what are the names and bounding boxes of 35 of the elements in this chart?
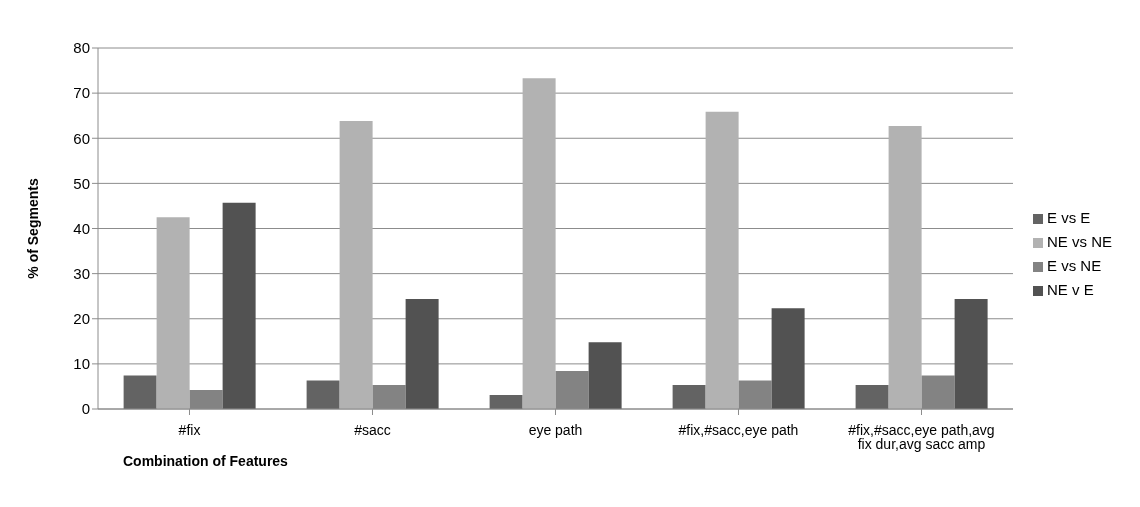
bar — [222, 202, 256, 409]
y-tick-label: 70 — [73, 84, 90, 102]
legend-label: E vs E — [1046, 208, 1091, 226]
bar — [123, 375, 157, 409]
bar — [306, 380, 340, 409]
legend-label: NE v E — [1046, 280, 1094, 298]
x-axis-title: Combination of Features — [123, 453, 289, 469]
y-tick-label: 80 — [73, 39, 90, 57]
x-tick-label: #sacc — [354, 421, 391, 438]
y-tick-label: 30 — [73, 264, 90, 282]
x-tick-label: #fix,#sacc,eye path,avg fix dur,avg sacc amp — [848, 421, 995, 452]
bar — [489, 395, 523, 409]
bar — [672, 385, 706, 409]
bar — [156, 217, 190, 409]
legend-label: E vs NE — [1046, 256, 1102, 274]
bar — [771, 308, 805, 409]
bar — [522, 78, 556, 409]
bar — [855, 385, 889, 409]
bar — [339, 121, 373, 409]
x-tick-label: eye path — [528, 421, 583, 438]
legend-label: NE vs NE — [1046, 232, 1112, 250]
y-tick-label: 10 — [73, 355, 90, 373]
bar — [405, 298, 439, 409]
y-tick-label: 60 — [73, 129, 90, 147]
x-tick-label: #fix — [178, 421, 201, 438]
x-tick-label: #fix,#sacc,eye path — [678, 421, 799, 438]
bar — [588, 342, 622, 409]
y-axis-title: % of Segments — [24, 178, 41, 279]
y-tick-label: 40 — [73, 219, 90, 237]
bar — [705, 111, 739, 409]
bar — [888, 126, 922, 409]
y-tick-label: 50 — [73, 174, 90, 192]
y-tick-label: 20 — [73, 310, 90, 328]
y-tick-label: 0 — [81, 400, 90, 418]
bar — [954, 298, 988, 409]
